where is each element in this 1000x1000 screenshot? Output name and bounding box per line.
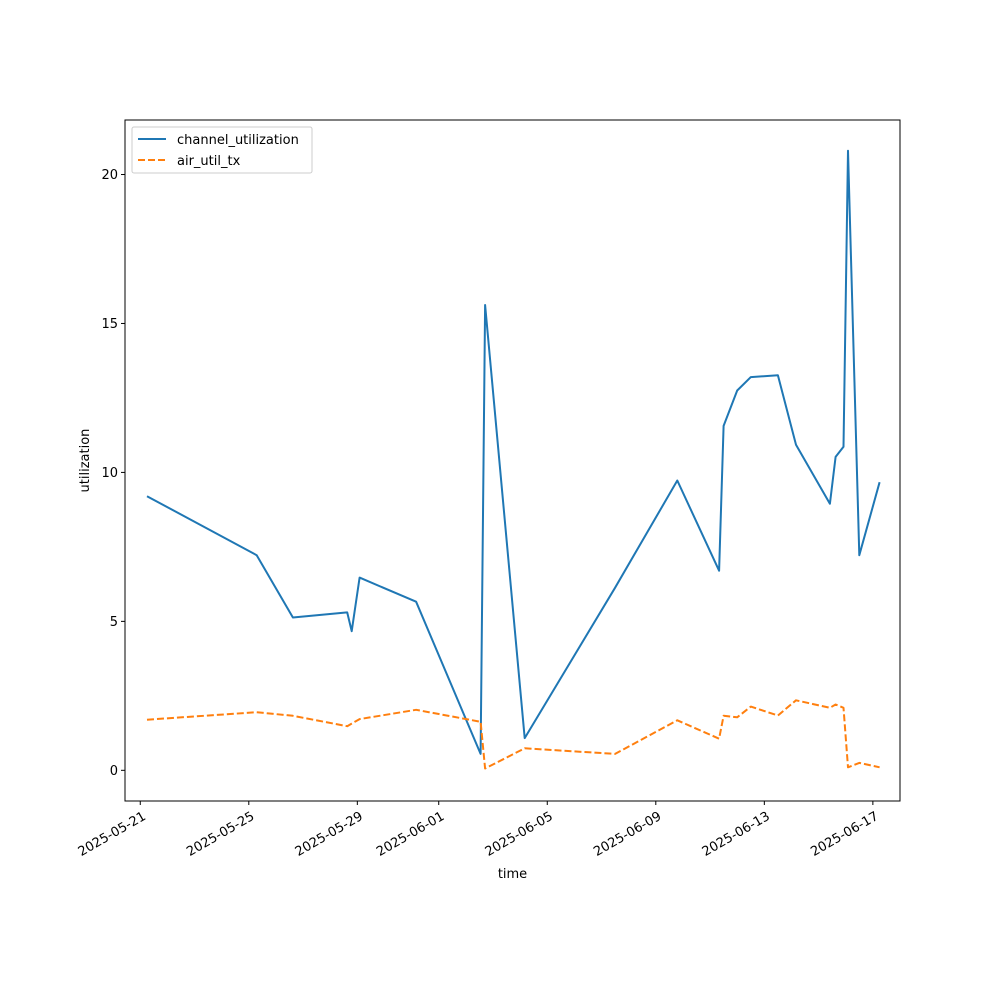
legend-label-air-util-tx: air_util_tx xyxy=(177,154,241,169)
y-axis-title: utilization xyxy=(78,429,93,493)
series-layer xyxy=(146,149,881,770)
y-tick-label: 5 xyxy=(110,615,118,630)
plot-area-frame xyxy=(124,119,901,802)
legend-box xyxy=(131,126,313,174)
y-tick-label: 0 xyxy=(110,764,118,779)
series-line-air-util-tx xyxy=(146,699,880,770)
y-axis: 0 5 10 15 20 xyxy=(101,168,125,779)
legend: channel_utilization air_util_tx xyxy=(131,126,313,174)
legend-label-channel-utilization: channel_utilization xyxy=(177,133,299,148)
y-tick-label: 15 xyxy=(101,317,118,332)
series-line-channel-utilization xyxy=(146,149,881,755)
x-axis-title: time xyxy=(498,867,527,882)
y-tick-label: 10 xyxy=(101,466,118,481)
y-tick-label: 20 xyxy=(101,168,118,183)
